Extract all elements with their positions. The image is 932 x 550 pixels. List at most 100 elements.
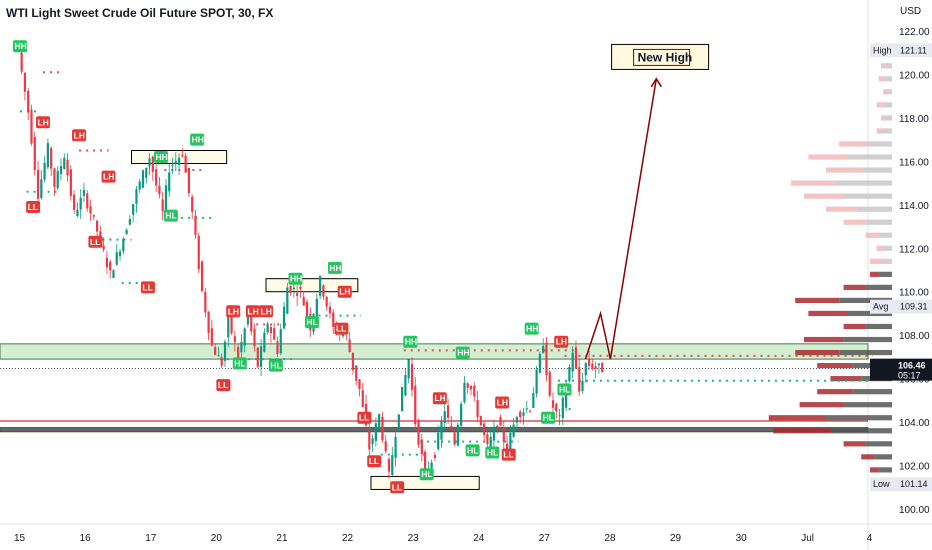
volume-profile-bar [881, 258, 892, 264]
candle-body [548, 371, 551, 396]
candle-body [174, 160, 177, 165]
volume-profile-bar [885, 63, 892, 69]
candle-body [401, 386, 404, 412]
y-tick-label: 122.00 [899, 27, 930, 38]
candle-body [250, 315, 253, 332]
support-line-2 [0, 427, 869, 433]
swing-badge-label: LL [142, 282, 152, 292]
volume-profile-bar [876, 128, 884, 134]
swing-badge [72, 129, 87, 142]
swing-badge-label: LL [369, 456, 379, 466]
volume-profile-bar [865, 141, 892, 147]
swing-badge [485, 446, 500, 459]
candle-body [171, 165, 174, 167]
candle-body [79, 197, 82, 210]
candle-body [299, 286, 302, 290]
candle-body [66, 159, 69, 176]
candle-body [95, 220, 99, 232]
candle-body [184, 155, 187, 173]
candle-body [597, 363, 601, 366]
swing-badge-label: HL [270, 361, 281, 371]
swing-badge [327, 261, 342, 274]
candle-body [450, 425, 453, 430]
candle-body [476, 400, 479, 418]
candle-body [440, 421, 443, 440]
candle-body [378, 414, 381, 429]
candle-body [430, 462, 433, 469]
candle-body [296, 293, 299, 297]
swing-badge-label: LH [261, 306, 272, 316]
swing-badge-label: HH [192, 135, 204, 145]
candle-body [50, 147, 53, 169]
swing-badge-label: HL [165, 211, 176, 221]
candle-body [332, 312, 335, 327]
candle-body [460, 403, 463, 426]
candle-body [82, 190, 86, 196]
volume-profile-bar [808, 310, 848, 317]
candle-body [181, 154, 184, 157]
candle-body [437, 432, 440, 449]
candle-body [73, 194, 76, 210]
candle-body [591, 363, 594, 369]
swing-badge [554, 335, 569, 348]
swing-badge-label: HL [543, 413, 554, 423]
candle-body [286, 287, 289, 314]
candle-body [282, 306, 286, 329]
projection-path [584, 78, 658, 360]
candle-body [489, 436, 492, 448]
candle-body [36, 169, 40, 199]
candle-body [217, 355, 220, 357]
candle-body [115, 252, 118, 265]
candle-body [515, 417, 519, 423]
swing-badge-label: HH [457, 348, 469, 358]
swing-badge [495, 396, 510, 409]
candle-body [43, 162, 46, 180]
volume-profile-bar [870, 258, 881, 264]
volume-profile-bar [865, 441, 892, 447]
candle-body [46, 143, 49, 168]
y-tick-label: 114.00 [899, 201, 929, 212]
x-tick-label: 4 [867, 533, 873, 544]
x-tick-label: 24 [473, 533, 485, 544]
candle-body [574, 347, 578, 369]
annotation-label: New High [638, 50, 693, 64]
candle-body [505, 443, 509, 452]
candle-body [210, 328, 213, 346]
candle-body [240, 341, 243, 353]
candle-body [138, 181, 141, 190]
swing-badge [26, 200, 41, 213]
swing-badge [524, 322, 539, 335]
candle-body [581, 380, 584, 391]
swing-badge [163, 209, 178, 222]
candle-body [384, 441, 387, 451]
candle-body [56, 170, 59, 189]
x-tick-label: 29 [670, 533, 682, 544]
volume-profile-bar [870, 271, 879, 277]
avg-label-bg [870, 299, 898, 314]
swing-badge-label: LH [74, 130, 85, 140]
candle-body [105, 257, 109, 268]
candle-body [381, 416, 384, 441]
y-tick-label: 110.00 [899, 288, 929, 299]
candle-body [502, 427, 505, 442]
volume-profile-bar [839, 349, 892, 356]
low-value-bg [898, 477, 932, 492]
candle-body [89, 206, 92, 214]
swing-badge [288, 272, 303, 285]
candle-body [532, 393, 535, 408]
candle-body [40, 179, 43, 199]
swing-badge [403, 335, 418, 348]
volume-profile-bar [843, 193, 892, 199]
avg-value: 109.31 [900, 302, 928, 312]
volume-profile-bar [843, 441, 866, 447]
volume-profile-bar [848, 154, 892, 160]
volume-profile-bar [874, 454, 892, 460]
swing-badge [259, 305, 273, 318]
volume-profile-bar [843, 323, 866, 330]
swing-badge [501, 448, 516, 461]
candle-body [578, 367, 581, 392]
volume-profile-bar [843, 284, 866, 290]
swing-badge-label: LH [497, 398, 508, 408]
current-price-tag[interactable] [870, 358, 932, 381]
